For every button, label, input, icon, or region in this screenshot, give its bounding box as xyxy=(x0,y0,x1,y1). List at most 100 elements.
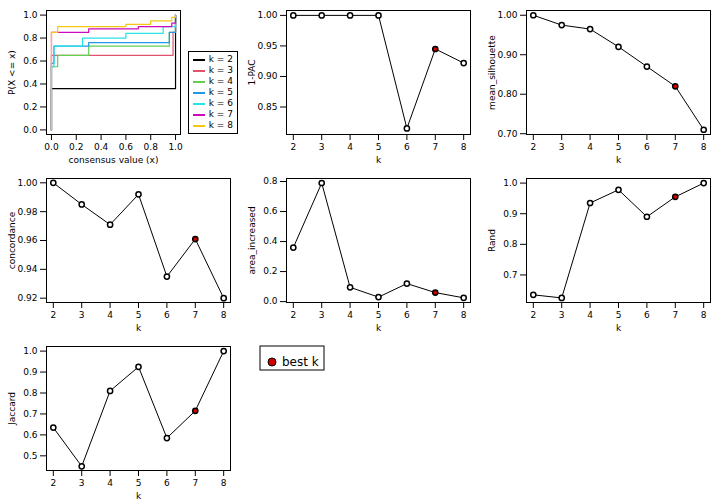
svg-text:8: 8 xyxy=(461,310,467,320)
svg-text:5: 5 xyxy=(376,142,382,152)
svg-text:0.2: 0.2 xyxy=(69,142,83,152)
svg-text:2: 2 xyxy=(50,310,56,320)
svg-text:0.98: 0.98 xyxy=(17,207,37,217)
svg-text:3: 3 xyxy=(559,310,565,320)
svg-text:7: 7 xyxy=(432,142,438,152)
svg-text:2: 2 xyxy=(50,478,56,488)
svg-text:4: 4 xyxy=(107,478,113,488)
svg-text:0.8: 0.8 xyxy=(23,388,38,398)
svg-text:5: 5 xyxy=(136,478,142,488)
svg-text:0.8: 0.8 xyxy=(503,239,518,249)
svg-text:6: 6 xyxy=(644,142,650,152)
svg-text:0.8: 0.8 xyxy=(263,176,278,186)
svg-text:0.8: 0.8 xyxy=(23,33,38,43)
svg-text:3: 3 xyxy=(559,142,565,152)
svg-text:2: 2 xyxy=(530,142,536,152)
svg-text:8: 8 xyxy=(701,142,707,152)
svg-text:6: 6 xyxy=(404,310,410,320)
svg-text:7: 7 xyxy=(192,478,198,488)
svg-text:0.4: 0.4 xyxy=(94,142,109,152)
svg-text:best k: best k xyxy=(282,355,319,369)
svg-text:5: 5 xyxy=(616,142,622,152)
svg-text:7: 7 xyxy=(672,142,678,152)
svg-text:0.92: 0.92 xyxy=(17,293,37,303)
svg-text:0.8: 0.8 xyxy=(144,142,159,152)
svg-text:0.6: 0.6 xyxy=(119,142,134,152)
svg-text:0.4: 0.4 xyxy=(23,79,38,89)
html-text:k = 4: k = 4 xyxy=(208,76,233,86)
svg-text:k: k xyxy=(616,155,622,165)
svg-text:6: 6 xyxy=(164,310,170,320)
svg-text:0.6: 0.6 xyxy=(23,56,38,66)
svg-text:0.5: 0.5 xyxy=(23,451,37,461)
svg-text:5: 5 xyxy=(616,310,622,320)
svg-text:6: 6 xyxy=(164,478,170,488)
svg-text:8: 8 xyxy=(461,142,467,152)
svg-text:concordance: concordance xyxy=(7,211,17,269)
svg-text:0.6: 0.6 xyxy=(263,206,278,216)
svg-text:0.2: 0.2 xyxy=(263,266,277,276)
svg-text:8: 8 xyxy=(221,310,227,320)
svg-text:P(X <= x): P(X <= x) xyxy=(7,50,17,95)
svg-text:0.0: 0.0 xyxy=(23,125,38,135)
svg-text:4: 4 xyxy=(347,310,353,320)
svg-text:0.6: 0.6 xyxy=(23,430,38,440)
svg-text:3: 3 xyxy=(319,310,325,320)
svg-text:Rand: Rand xyxy=(487,229,497,252)
svg-text:7: 7 xyxy=(432,310,438,320)
svg-text:k: k xyxy=(136,491,142,501)
svg-text:0.80: 0.80 xyxy=(497,89,517,99)
svg-text:1.0: 1.0 xyxy=(23,346,38,356)
svg-text:7: 7 xyxy=(672,310,678,320)
svg-text:6: 6 xyxy=(644,310,650,320)
svg-text:k: k xyxy=(376,155,382,165)
svg-text:k: k xyxy=(376,323,382,333)
svg-text:5: 5 xyxy=(136,310,142,320)
svg-text:5: 5 xyxy=(376,310,382,320)
svg-text:2: 2 xyxy=(290,310,296,320)
svg-text:0.95: 0.95 xyxy=(257,41,277,51)
svg-text:consensus value (x): consensus value (x) xyxy=(69,155,159,165)
svg-text:1.0: 1.0 xyxy=(23,10,38,20)
svg-text:2: 2 xyxy=(530,310,536,320)
svg-text:4: 4 xyxy=(587,142,593,152)
svg-text:0.0: 0.0 xyxy=(263,296,278,306)
svg-text:0.7: 0.7 xyxy=(23,409,37,419)
svg-text:1.00: 1.00 xyxy=(17,178,37,188)
svg-text:k: k xyxy=(616,323,622,333)
svg-text:area_increased: area_increased xyxy=(247,206,257,274)
svg-text:4: 4 xyxy=(587,310,593,320)
svg-text:Jaccard: Jaccard xyxy=(7,392,17,426)
svg-text:1.00: 1.00 xyxy=(257,10,277,20)
svg-text:8: 8 xyxy=(221,478,227,488)
svg-text:0.9: 0.9 xyxy=(503,209,518,219)
svg-text:1.0: 1.0 xyxy=(503,178,518,188)
svg-text:4: 4 xyxy=(347,142,353,152)
svg-text:0.7: 0.7 xyxy=(503,270,517,280)
svg-text:3: 3 xyxy=(79,310,85,320)
svg-text:k: k xyxy=(136,323,142,333)
svg-text:3: 3 xyxy=(319,142,325,152)
svg-text:3: 3 xyxy=(79,478,85,488)
svg-text:1-PAC: 1-PAC xyxy=(247,59,257,85)
html-text:k = 3: k = 3 xyxy=(208,65,233,75)
svg-text:0.90: 0.90 xyxy=(257,71,277,81)
svg-text:2: 2 xyxy=(290,142,296,152)
svg-text:0.9: 0.9 xyxy=(23,367,38,377)
svg-text:1.00: 1.00 xyxy=(497,10,517,20)
svg-text:0.2: 0.2 xyxy=(23,102,37,112)
html-text:k = 2: k = 2 xyxy=(208,54,233,64)
svg-text:8: 8 xyxy=(701,310,707,320)
svg-text:0.0: 0.0 xyxy=(44,142,59,152)
svg-text:0.90: 0.90 xyxy=(497,50,517,60)
svg-text:mean_silhouette: mean_silhouette xyxy=(487,35,497,110)
svg-text:6: 6 xyxy=(404,142,410,152)
svg-text:1.0: 1.0 xyxy=(168,142,183,152)
svg-text:0.85: 0.85 xyxy=(257,102,277,112)
svg-text:0.70: 0.70 xyxy=(497,129,517,139)
svg-text:7: 7 xyxy=(192,310,198,320)
svg-text:0.4: 0.4 xyxy=(263,236,278,246)
svg-text:4: 4 xyxy=(107,310,113,320)
svg-text:0.96: 0.96 xyxy=(17,235,37,245)
svg-text:0.94: 0.94 xyxy=(17,264,37,274)
